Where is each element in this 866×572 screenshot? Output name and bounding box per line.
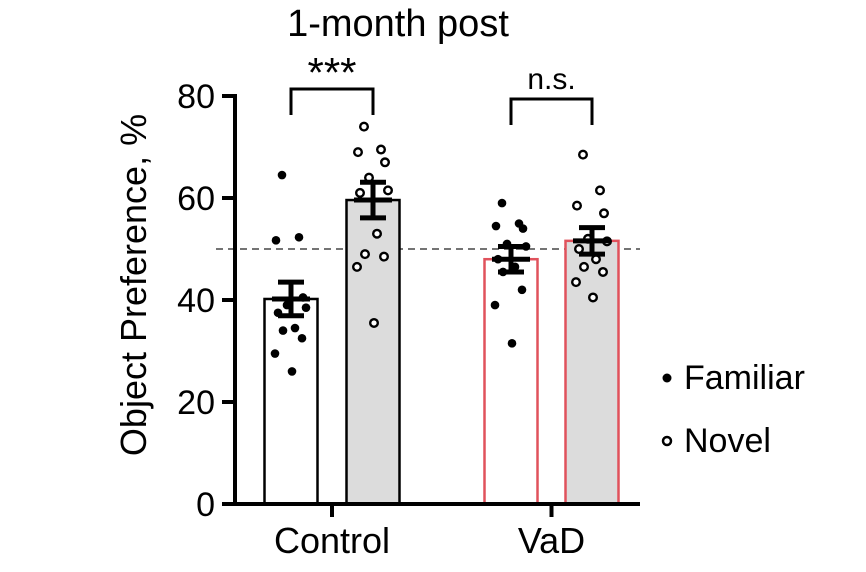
significance-bracket	[289, 87, 375, 115]
y-tick-label: 40	[177, 282, 215, 320]
data-point	[517, 285, 527, 295]
significance-label: ***	[307, 49, 356, 96]
data-point	[353, 147, 364, 158]
data-point	[277, 170, 287, 180]
data-point	[518, 224, 528, 233]
y-tick-label: 0	[196, 486, 215, 524]
data-point	[278, 326, 288, 335]
legend-novel-marker	[661, 435, 673, 447]
significance-group: *** n.s.	[289, 49, 594, 125]
data-point	[270, 349, 280, 358]
legend: Familiar Novel	[661, 359, 805, 460]
data-point	[491, 221, 501, 231]
data-point	[595, 185, 606, 196]
data-point	[271, 236, 281, 245]
bars-group	[263, 198, 620, 506]
x-tick-label: VaD	[518, 520, 585, 561]
bar-control-novel	[345, 198, 401, 506]
legend-familiar-marker	[662, 373, 672, 383]
data-point	[379, 251, 390, 262]
y-tick-label: 80	[177, 78, 215, 116]
data-point	[301, 303, 311, 312]
data-point	[490, 300, 500, 310]
legend-novel-label: Novel	[684, 422, 771, 460]
data-point	[572, 200, 583, 211]
y-tick-label: 20	[177, 384, 215, 422]
data-points-group	[270, 121, 613, 376]
axes-group: 0 20 40 60 80 Control VaD	[177, 78, 640, 561]
data-point	[355, 187, 366, 198]
data-point	[287, 367, 297, 376]
data-point	[290, 323, 300, 333]
data-point	[599, 208, 610, 219]
bar-control-familiar	[263, 297, 319, 506]
data-point	[497, 198, 507, 208]
legend-familiar-label: Familiar	[684, 359, 805, 397]
data-point	[380, 157, 391, 168]
y-tick-label: 60	[177, 180, 215, 218]
data-point	[372, 228, 383, 239]
data-point	[352, 261, 363, 272]
data-point	[360, 249, 371, 260]
data-point	[359, 121, 370, 132]
data-point	[588, 292, 599, 303]
data-point	[297, 333, 307, 343]
significance-label: n.s.	[527, 63, 575, 96]
data-point	[294, 232, 304, 242]
bar-vad-familiar	[483, 257, 539, 506]
data-point	[571, 277, 582, 288]
data-point	[383, 185, 394, 196]
chart-title: 1-month post	[287, 3, 509, 45]
data-point	[579, 261, 590, 272]
x-tick-label: Control	[274, 520, 390, 561]
error-bars-group	[272, 179, 611, 319]
data-point	[369, 317, 380, 328]
data-point	[598, 266, 609, 277]
data-point	[507, 339, 517, 348]
data-point	[376, 144, 387, 155]
y-axis-label: Object Preference, %	[113, 114, 154, 456]
data-point	[578, 149, 589, 160]
significance-bracket	[509, 97, 594, 125]
